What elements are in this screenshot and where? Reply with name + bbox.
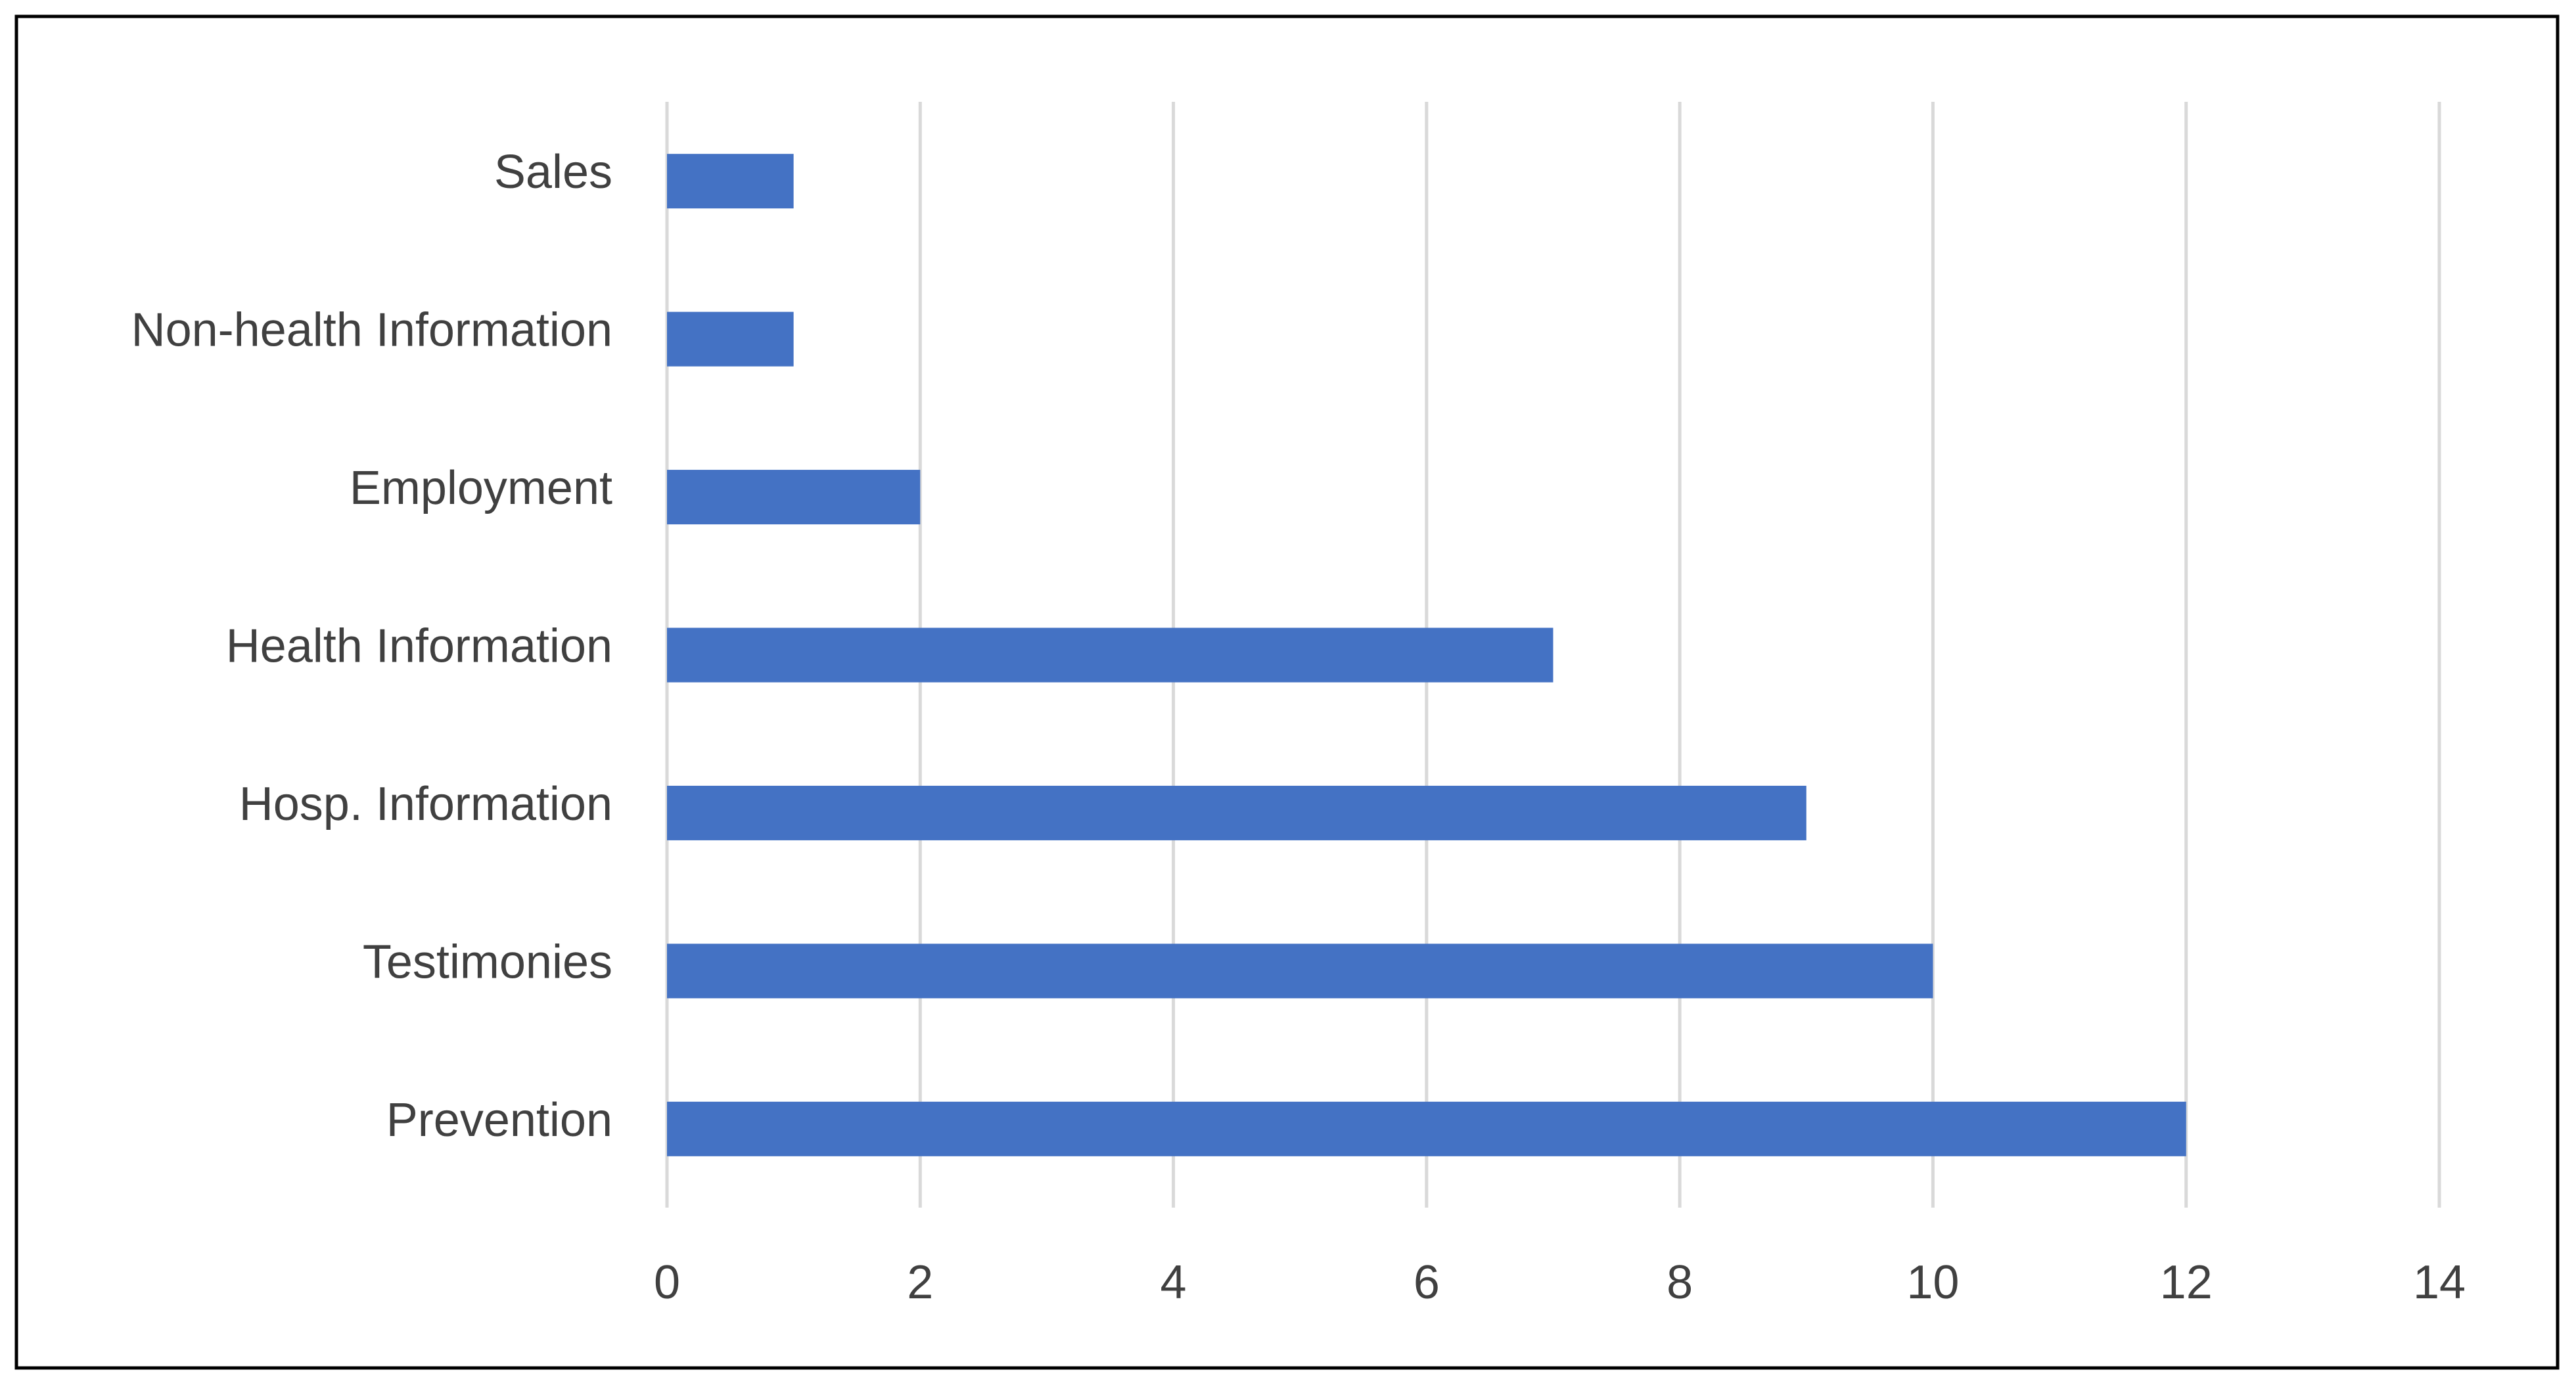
y-tick-label: Employment [350,462,612,514]
bar [667,311,794,367]
y-tick-label: Non-health Information [131,304,612,357]
chart-border [14,14,2560,1370]
y-tick-label: Health Information [226,620,612,673]
y-tick-label: Sales [494,146,612,198]
x-tick-label: 8 [1667,1256,1693,1309]
bar [667,154,794,209]
bar [667,1101,2186,1156]
x-tick-label: 14 [2413,1256,2466,1309]
x-tick-label: 4 [1161,1256,1187,1309]
x-tick-label: 10 [1906,1256,1959,1309]
y-tick-label: Testimonies [363,936,612,988]
y-tick-label: Prevention [386,1094,612,1147]
x-tick-label: 0 [654,1256,680,1309]
bar [667,785,1806,840]
bar [667,944,1933,999]
x-tick-label: 2 [907,1256,933,1309]
x-tick-label: 6 [1414,1256,1440,1309]
bar [667,627,1553,683]
x-tick-label: 12 [2160,1256,2213,1309]
y-tick-label: Hosp. Information [239,778,612,830]
bar [667,470,921,525]
